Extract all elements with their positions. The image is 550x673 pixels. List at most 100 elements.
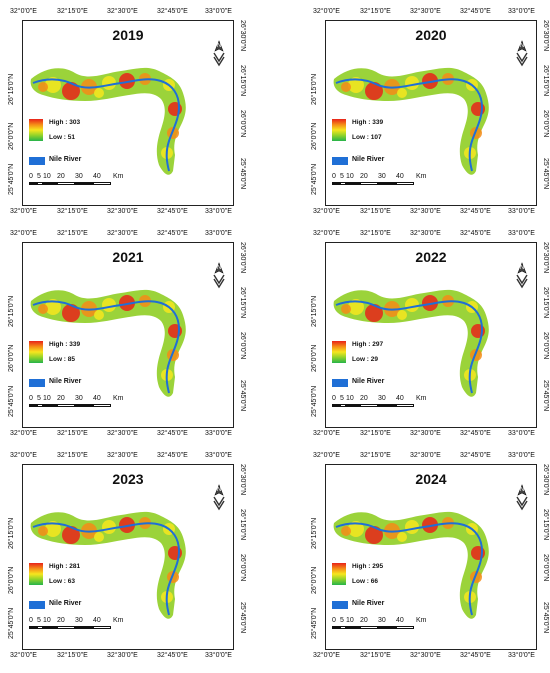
x-tick-bottom: 33°0'0"E bbox=[508, 430, 535, 437]
x-tick-top: 32°30'0"E bbox=[410, 8, 441, 15]
scale-segment bbox=[75, 626, 93, 629]
x-tick-bottom: 32°45'0"E bbox=[157, 430, 188, 437]
hotspot-patch bbox=[94, 310, 104, 320]
legend-high: High : 303 bbox=[49, 119, 81, 126]
legend: High : 295 Low : 66 Nile River 0 5 10 20 30 40 Km bbox=[332, 563, 427, 643]
scale-segment bbox=[93, 626, 111, 629]
legend-high: High : 339 bbox=[49, 341, 81, 348]
scale-segment bbox=[43, 182, 57, 185]
legend-low: Low : 85 bbox=[49, 356, 76, 363]
scale-segment bbox=[29, 404, 37, 407]
legend: High : 303 Low : 51 Nile River 0 5 10 20 30 40 Km bbox=[29, 119, 124, 199]
x-tick-top: 32°15'0"E bbox=[360, 8, 391, 15]
y-tick-right: 26°30'0"N bbox=[542, 20, 549, 52]
scale-label: 40 bbox=[93, 395, 101, 402]
scale-label: 20 bbox=[360, 173, 368, 180]
scale-segment bbox=[75, 404, 93, 407]
y-tick-left: 26°15'0"N bbox=[8, 517, 15, 549]
y-tick-left: 26°15'0"N bbox=[311, 517, 318, 549]
scale-segment bbox=[332, 626, 340, 629]
hotspot-patch bbox=[397, 310, 407, 320]
map-panel-2023: 32°0'0"E 32°0'0"E 32°15'0"E 32°15'0"E 32°30'… bbox=[0, 444, 250, 669]
y-tick-right: 26°15'0"N bbox=[239, 509, 246, 541]
hotspot-patch bbox=[348, 299, 364, 315]
hotspot-patch bbox=[348, 521, 364, 537]
legend: High : 281 Low : 63 Nile River 0 5 10 20 30 40 Km bbox=[29, 563, 124, 643]
year-title: 2019 bbox=[112, 27, 144, 43]
x-tick-bottom: 32°15'0"E bbox=[360, 652, 391, 659]
scale-label: 20 bbox=[360, 617, 368, 624]
land-surface-map bbox=[333, 289, 489, 397]
x-tick-bottom: 32°0'0"E bbox=[10, 430, 37, 437]
x-tick-bottom: 32°15'0"E bbox=[57, 430, 88, 437]
north-label: N bbox=[217, 487, 221, 493]
scale-segment bbox=[340, 182, 346, 185]
y-tick-left: 25°45'0"N bbox=[311, 385, 318, 417]
scale-label: 20 bbox=[57, 395, 65, 402]
x-tick-bottom: 33°0'0"E bbox=[205, 208, 232, 215]
y-tick-right: 26°30'0"N bbox=[239, 464, 246, 496]
x-tick-bottom: 33°0'0"E bbox=[205, 652, 232, 659]
scale-label: 5 bbox=[340, 617, 344, 624]
y-tick-left: 25°45'0"N bbox=[311, 607, 318, 639]
hotspot-patch bbox=[62, 82, 80, 100]
scale-segment bbox=[93, 404, 111, 407]
color-ramp bbox=[332, 341, 346, 363]
x-tick-top: 32°45'0"E bbox=[157, 452, 188, 459]
scale-label: 30 bbox=[378, 617, 386, 624]
scale-bar: 0 5 10 20 30 40 Km bbox=[332, 395, 427, 415]
scale-segment bbox=[346, 182, 360, 185]
y-tick-left: 26°0'0"N bbox=[311, 122, 318, 150]
hotspot-patch bbox=[102, 298, 116, 312]
hotspot-patch bbox=[405, 298, 419, 312]
y-tick-left: 26°0'0"N bbox=[8, 344, 15, 372]
y-tick-left: 25°45'0"N bbox=[8, 385, 15, 417]
x-tick-top: 32°30'0"E bbox=[107, 230, 138, 237]
scale-label: Km bbox=[416, 173, 427, 180]
north-label: N bbox=[520, 265, 524, 271]
scale-label: 0 bbox=[29, 173, 33, 180]
hotspot-patch bbox=[365, 526, 383, 544]
nile-river-line bbox=[335, 300, 484, 394]
map-panel-2021: 32°0'0"E 32°0'0"E 32°15'0"E 32°15'0"E 32°30'… bbox=[0, 222, 250, 447]
scale-label: Km bbox=[113, 173, 124, 180]
nile-river-line bbox=[335, 78, 484, 172]
hotspot-patch bbox=[119, 295, 135, 311]
legend-low: Low : 66 bbox=[352, 578, 379, 585]
hotspot-patch bbox=[38, 82, 48, 92]
y-tick-left: 26°0'0"N bbox=[8, 566, 15, 594]
river-swatch bbox=[332, 379, 348, 387]
map-frame: 2022 N High : 297 Low : 29 Nile River 0 5 10 20 3… bbox=[325, 242, 537, 428]
river-label: Nile River bbox=[49, 378, 82, 385]
x-tick-top: 32°0'0"E bbox=[10, 230, 37, 237]
map-panel-2020: 32°0'0"E 32°0'0"E 32°15'0"E 32°15'0"E 32°30'… bbox=[303, 0, 550, 225]
x-tick-bottom: 33°0'0"E bbox=[205, 430, 232, 437]
x-tick-top: 33°0'0"E bbox=[205, 230, 232, 237]
scale-label: 5 bbox=[340, 173, 344, 180]
x-tick-bottom: 33°0'0"E bbox=[508, 208, 535, 215]
legend-low: Low : 29 bbox=[352, 356, 379, 363]
hotspot-patch bbox=[365, 304, 383, 322]
river-swatch bbox=[332, 157, 348, 165]
hotspot-patch bbox=[45, 299, 61, 315]
river-label: Nile River bbox=[352, 156, 385, 163]
scale-segment bbox=[378, 182, 396, 185]
scale-label: 5 bbox=[37, 395, 41, 402]
y-tick-right: 26°15'0"N bbox=[239, 287, 246, 319]
land-surface-map bbox=[333, 511, 489, 619]
nile-river-line bbox=[32, 78, 181, 172]
nile-river-line bbox=[32, 522, 181, 616]
north-label: N bbox=[217, 265, 221, 271]
map-frame: 2020 N High : 339 Low : 107 Nile River 0 5 10 20… bbox=[325, 20, 537, 206]
hotspot-patch bbox=[62, 526, 80, 544]
y-tick-left: 26°0'0"N bbox=[311, 566, 318, 594]
north-arrow-icon: N bbox=[514, 483, 530, 513]
scale-label: 10 bbox=[43, 173, 51, 180]
y-tick-right: 26°30'0"N bbox=[239, 20, 246, 52]
scale-label: 0 bbox=[332, 395, 336, 402]
x-tick-bottom: 32°45'0"E bbox=[460, 430, 491, 437]
y-tick-right: 25°45'0"N bbox=[542, 602, 549, 634]
scale-bar: 0 5 10 20 30 40 Km bbox=[29, 173, 124, 193]
scale-segment bbox=[29, 626, 37, 629]
map-frame: 2024 N High : 295 Low : 66 Nile River 0 5 10 20 3… bbox=[325, 464, 537, 650]
